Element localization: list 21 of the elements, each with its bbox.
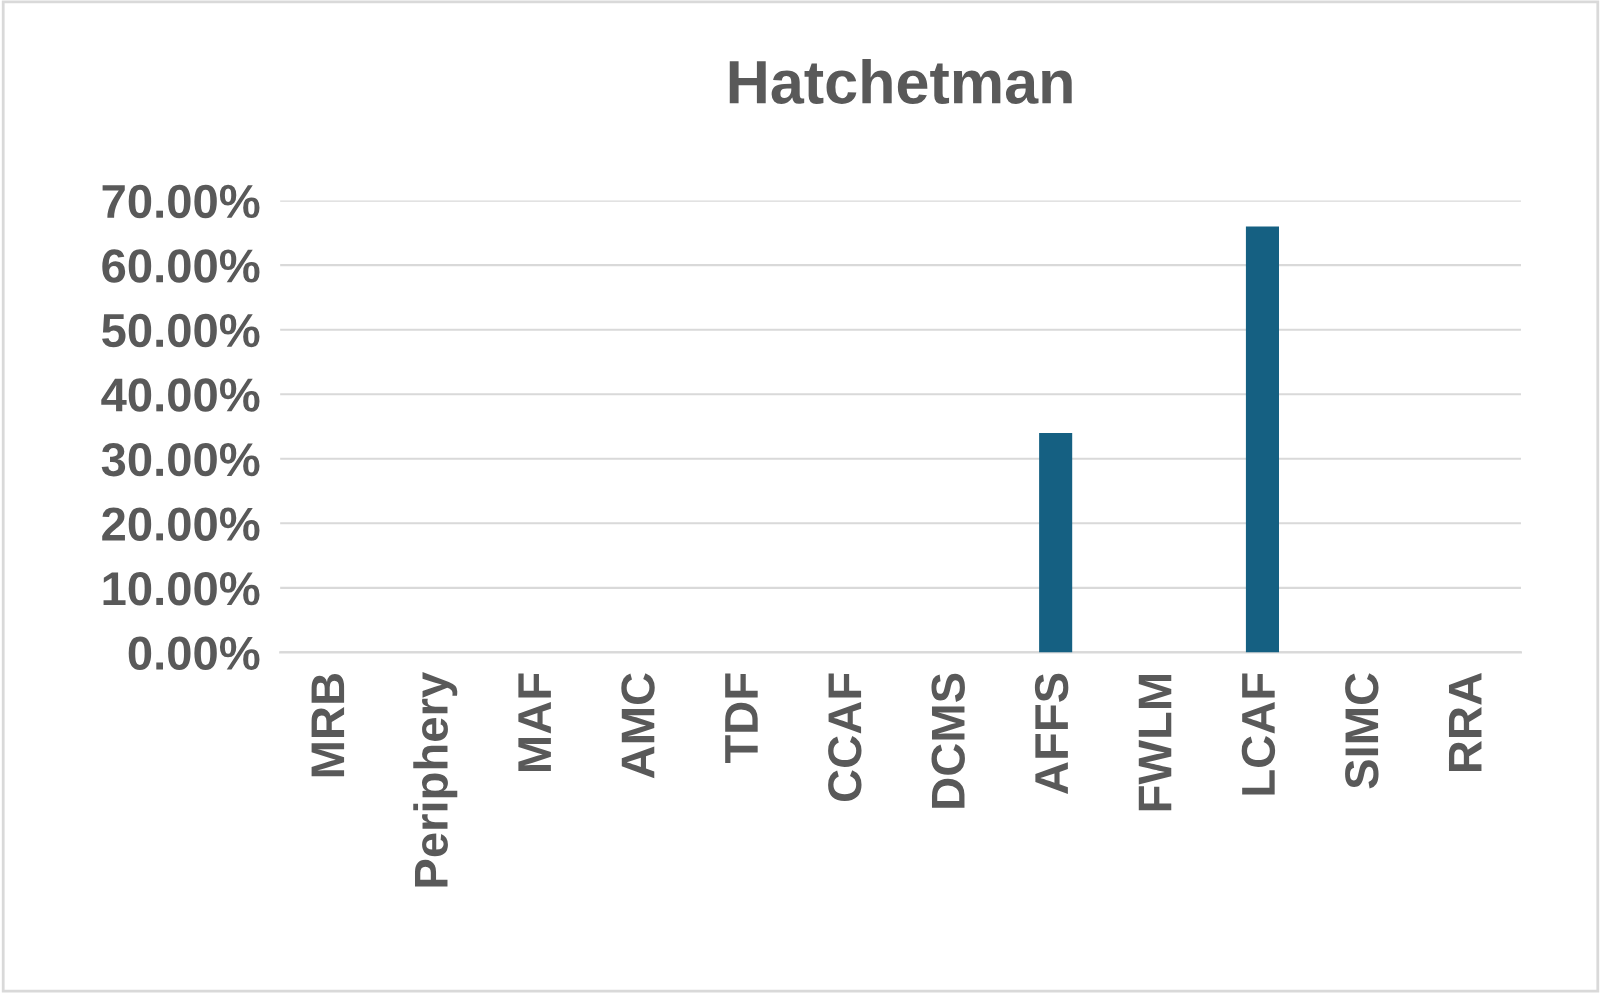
x-tick-label: Periphery bbox=[413, 672, 458, 887]
y-tick-label: 30.00% bbox=[101, 442, 260, 477]
x-tick-label: AFFS bbox=[1034, 673, 1069, 794]
x-tick-label: MRB bbox=[311, 673, 345, 777]
y-tick-label: 70.00% bbox=[102, 184, 260, 219]
x-tick-label: AMC bbox=[621, 673, 655, 779]
y-tick-label: 40.00% bbox=[101, 378, 260, 412]
x-tick-label: MAF bbox=[518, 673, 551, 771]
x-tick-label: RRA bbox=[1448, 673, 1482, 771]
y-tick-label: 20.00% bbox=[102, 507, 260, 541]
y-tick-label: 10.00% bbox=[103, 571, 260, 606]
y-tick-label: 0.00% bbox=[128, 636, 260, 670]
x-tick-label: FWLM bbox=[1138, 675, 1172, 811]
x-tick-label: TDF bbox=[725, 673, 758, 764]
x-tick-label: LCAF bbox=[1241, 673, 1276, 795]
y-tick-label: 50.00% bbox=[102, 313, 260, 348]
chart-title: Hatchetman bbox=[729, 59, 1072, 104]
y-tick-label: 60.00% bbox=[102, 249, 260, 283]
x-tick-label: CCAF bbox=[828, 673, 862, 802]
x-tick-label: DCMS bbox=[931, 673, 965, 808]
x-tick-label: SIMC bbox=[1345, 673, 1379, 789]
